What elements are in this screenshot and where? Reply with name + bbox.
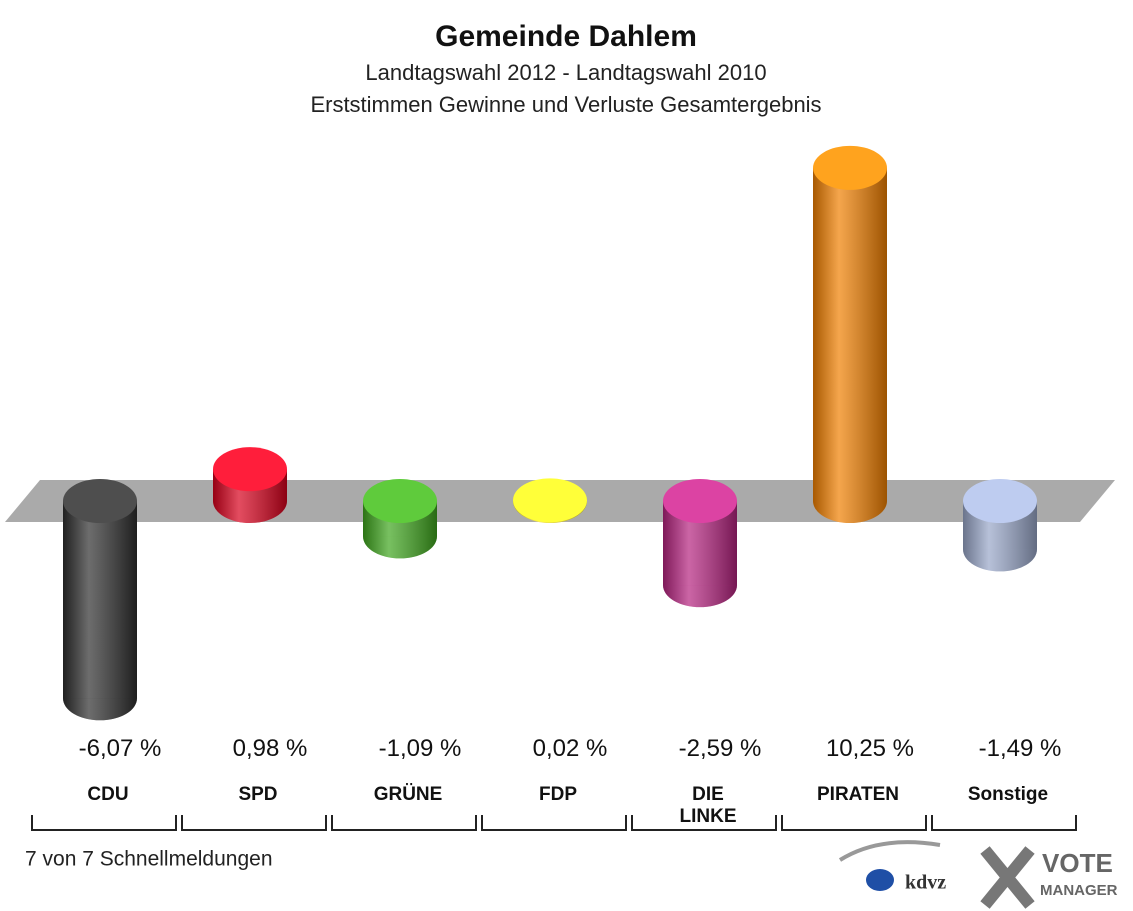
- bracket: [181, 815, 327, 831]
- cylinder: [363, 479, 437, 559]
- cylinder: [213, 447, 287, 523]
- footer: 7 von 7 Schnellmeldungen: [25, 848, 273, 871]
- x-tick-label: FDP: [539, 784, 577, 805]
- bracket: [31, 815, 177, 831]
- x-tick-label: Sonstige: [967, 784, 1049, 805]
- value-label: -1,49 %: [978, 735, 1062, 762]
- x-tick-label: GRÜNE: [373, 784, 443, 805]
- value-label: 0,02 %: [532, 735, 608, 762]
- cylinder-cap: [513, 478, 587, 523]
- cylinder-cap: [813, 145, 887, 190]
- cylinder: [513, 478, 587, 523]
- bracket: [931, 815, 1077, 831]
- logo-text: kdvz: [905, 872, 946, 894]
- value-label: -1,09 %: [378, 735, 462, 762]
- cylinder-cap: [63, 479, 137, 523]
- logo-swoosh: [838, 840, 941, 862]
- bar-shade: [813, 167, 887, 501]
- bar-shade: [63, 501, 137, 699]
- cylinder-cap: [363, 479, 437, 523]
- bracket: [631, 815, 777, 831]
- chart-title: Gemeinde Dahlem: [435, 20, 697, 53]
- cylinder: [663, 479, 737, 608]
- value-label: -6,07 %: [78, 735, 162, 762]
- bracket: [481, 815, 627, 831]
- bracket: [781, 815, 927, 831]
- chart-subtitle: Landtagswahl 2012 - Landtagswahl 2010: [365, 60, 766, 85]
- x-tick-label: DIE LINKE: [679, 784, 737, 827]
- logo-ball: [866, 869, 894, 891]
- value-label: 0,98 %: [232, 735, 308, 762]
- value-label: 10,25 %: [825, 735, 915, 762]
- cylinder: [63, 479, 137, 721]
- cylinder-cap: [663, 479, 737, 523]
- logo: kdvz VOTE MANAGER: [838, 840, 1118, 909]
- x-tick-label: SPD: [238, 784, 278, 805]
- cylinder-cap: [213, 447, 287, 492]
- cylinder: [963, 479, 1037, 572]
- x-tick-label: CDU: [87, 784, 129, 805]
- cylinder: [813, 145, 887, 523]
- value-label: -2,59 %: [678, 735, 762, 762]
- logo-text: VOTE: [1042, 848, 1113, 878]
- x-tick-label: PIRATEN: [817, 784, 899, 805]
- cylinder-cap: [963, 479, 1037, 523]
- bracket: [331, 815, 477, 831]
- chart-subtitle: Erststimmen Gewinne und Verluste Gesamte…: [310, 92, 821, 117]
- logo-text: MANAGER: [1040, 882, 1118, 899]
- logo-x: [980, 846, 1035, 909]
